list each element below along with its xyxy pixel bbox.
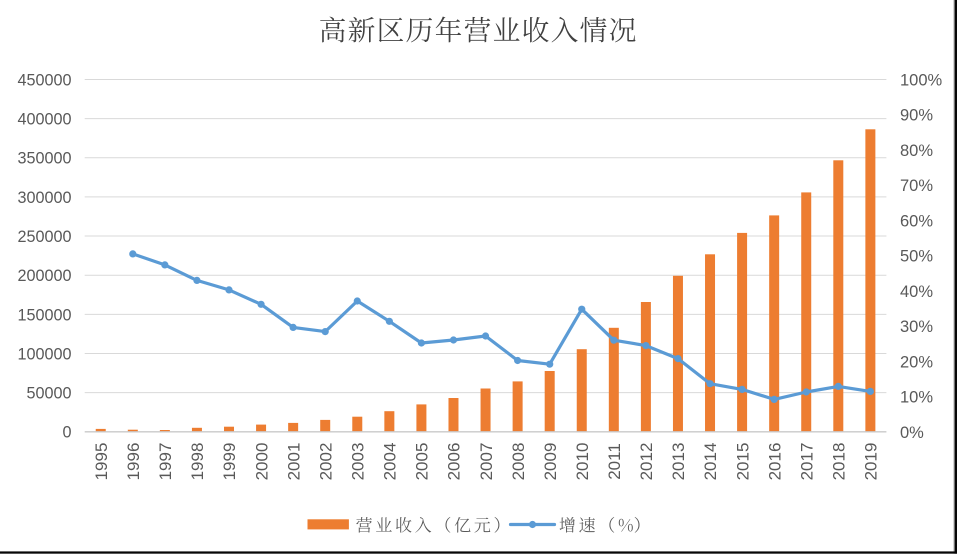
svg-text:200000: 200000 bbox=[17, 267, 71, 285]
svg-text:10%: 10% bbox=[900, 389, 933, 407]
svg-text:2002: 2002 bbox=[316, 443, 335, 481]
svg-text:70%: 70% bbox=[900, 177, 933, 195]
svg-text:50000: 50000 bbox=[26, 385, 71, 403]
svg-text:1998: 1998 bbox=[188, 443, 207, 481]
svg-text:1997: 1997 bbox=[156, 443, 175, 481]
svg-text:300000: 300000 bbox=[17, 189, 71, 207]
svg-text:2018: 2018 bbox=[830, 443, 849, 481]
svg-text:1999: 1999 bbox=[220, 443, 239, 481]
svg-text:400000: 400000 bbox=[17, 111, 71, 129]
svg-text:2015: 2015 bbox=[733, 443, 752, 481]
svg-text:2011: 2011 bbox=[605, 443, 624, 480]
svg-text:450000: 450000 bbox=[17, 71, 71, 89]
svg-text:2019: 2019 bbox=[862, 443, 881, 481]
svg-text:2004: 2004 bbox=[381, 443, 400, 481]
svg-text:0: 0 bbox=[62, 424, 71, 442]
svg-text:2013: 2013 bbox=[669, 443, 688, 481]
svg-text:2017: 2017 bbox=[797, 443, 816, 481]
svg-text:2014: 2014 bbox=[701, 443, 720, 481]
svg-text:2005: 2005 bbox=[413, 443, 432, 481]
svg-text:2001: 2001 bbox=[284, 443, 303, 481]
svg-text:60%: 60% bbox=[900, 212, 933, 230]
svg-text:100%: 100% bbox=[900, 71, 943, 89]
svg-text:40%: 40% bbox=[900, 283, 933, 301]
svg-text:2007: 2007 bbox=[477, 443, 496, 481]
svg-text:90%: 90% bbox=[900, 107, 933, 125]
svg-text:2012: 2012 bbox=[637, 443, 656, 481]
svg-text:20%: 20% bbox=[900, 353, 933, 371]
svg-text:2016: 2016 bbox=[765, 443, 784, 481]
svg-text:350000: 350000 bbox=[17, 150, 71, 168]
svg-text:80%: 80% bbox=[900, 142, 933, 160]
svg-text:30%: 30% bbox=[900, 318, 933, 336]
svg-text:2000: 2000 bbox=[252, 443, 271, 481]
svg-text:250000: 250000 bbox=[17, 228, 71, 246]
svg-text:0%: 0% bbox=[900, 424, 924, 442]
svg-text:1996: 1996 bbox=[124, 443, 143, 481]
svg-text:1995: 1995 bbox=[92, 443, 111, 481]
svg-text:2008: 2008 bbox=[509, 443, 528, 481]
svg-text:2006: 2006 bbox=[445, 443, 464, 481]
svg-text:50%: 50% bbox=[900, 248, 933, 266]
svg-text:150000: 150000 bbox=[17, 306, 71, 324]
svg-text:100000: 100000 bbox=[17, 345, 71, 363]
svg-text:2003: 2003 bbox=[348, 443, 367, 481]
svg-text:2009: 2009 bbox=[541, 443, 560, 481]
svg-text:2010: 2010 bbox=[573, 443, 592, 481]
